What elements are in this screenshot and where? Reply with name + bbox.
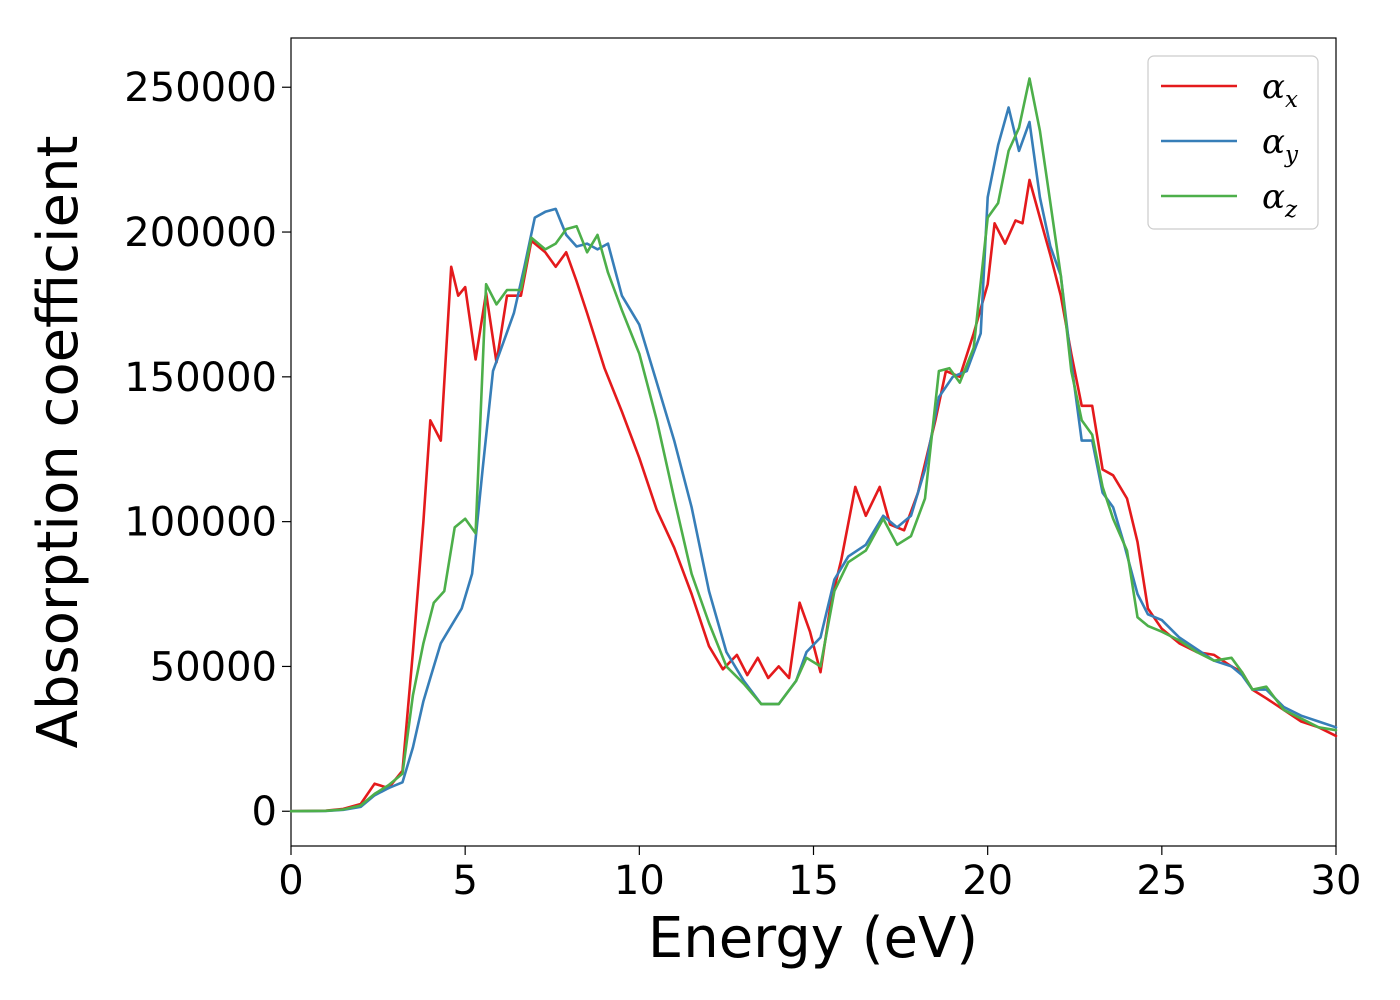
y-tick-label: 250000 bbox=[124, 65, 277, 111]
y-tick-label: 200000 bbox=[124, 210, 277, 256]
y-axis: 0 50000 100000 150000 200000 250000 bbox=[124, 65, 291, 835]
series-line-y bbox=[289, 106, 1338, 813]
x-axis: 0 5 10 15 20 25 30 bbox=[278, 846, 1361, 904]
legend-label-subscript: x bbox=[1285, 87, 1298, 113]
legend-label-base: α bbox=[1262, 122, 1285, 162]
y-axis-title: Absorption coefficient bbox=[26, 136, 91, 749]
series-line-z bbox=[289, 77, 1338, 813]
y-tick-label: 0 bbox=[252, 789, 277, 835]
x-tick-label: 0 bbox=[278, 858, 303, 904]
legend-label-base: α bbox=[1262, 67, 1285, 107]
y-tick-label: 100000 bbox=[124, 500, 277, 546]
x-tick-label: 30 bbox=[1311, 858, 1362, 904]
legend-label-subscript: z bbox=[1284, 197, 1298, 223]
x-tick-label: 25 bbox=[1136, 858, 1187, 904]
legend-label-subscript: y bbox=[1284, 142, 1299, 168]
x-tick-label: 5 bbox=[452, 858, 477, 904]
legend-label-z: αz bbox=[1262, 177, 1298, 223]
legend-box bbox=[1147, 55, 1319, 230]
legend-label-y: αy bbox=[1262, 122, 1299, 168]
x-tick-label: 15 bbox=[788, 858, 839, 904]
series-lines bbox=[289, 77, 1338, 813]
y-tick-label: 50000 bbox=[150, 644, 277, 690]
x-tick-label: 10 bbox=[614, 858, 665, 904]
y-tick-label: 150000 bbox=[124, 355, 277, 401]
x-axis-title: Energy (eV) bbox=[648, 906, 978, 971]
legend-label-x: αx bbox=[1262, 67, 1298, 113]
legend-label-base: α bbox=[1262, 177, 1285, 217]
series-line-x bbox=[289, 178, 1338, 813]
x-tick-label: 20 bbox=[962, 858, 1013, 904]
